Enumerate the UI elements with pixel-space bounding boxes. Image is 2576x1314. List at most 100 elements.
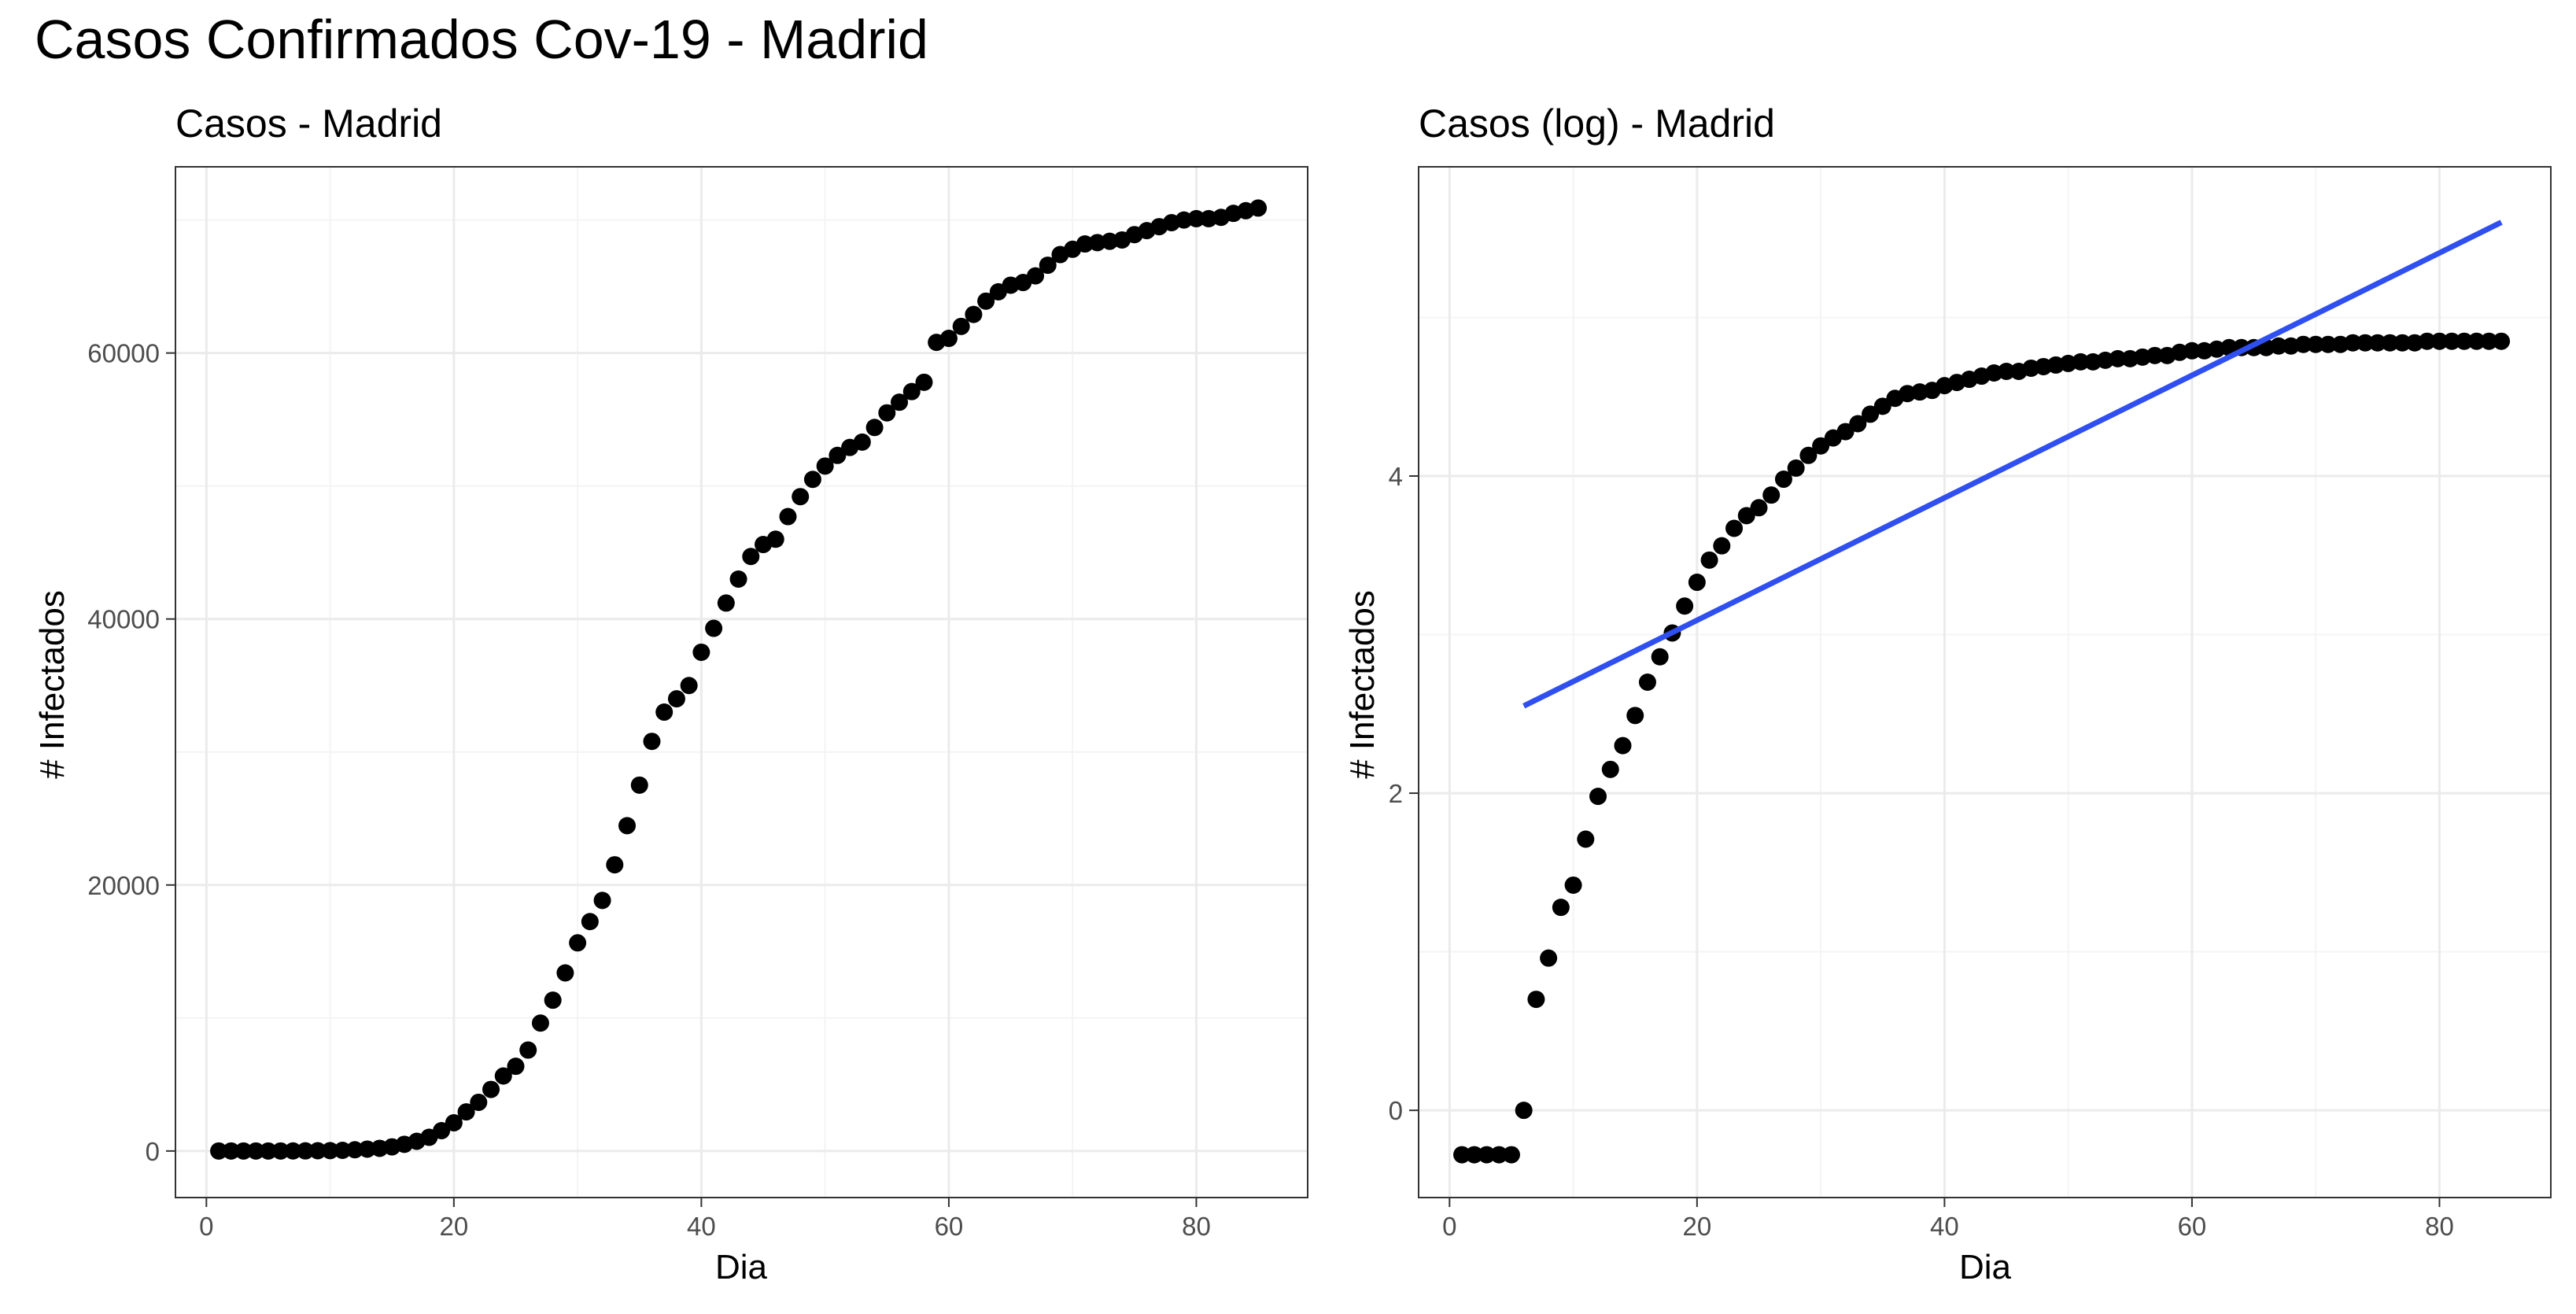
data-point xyxy=(2294,335,2312,353)
data-point xyxy=(2480,332,2498,350)
data-point xyxy=(1614,736,1632,755)
x-tick-label: 80 xyxy=(1182,1212,1211,1241)
data-point xyxy=(618,817,637,835)
data-point xyxy=(1515,1102,1533,1120)
data-point xyxy=(2430,332,2449,350)
data-point xyxy=(2356,334,2375,352)
data-point xyxy=(1676,597,1694,615)
data-point xyxy=(915,373,933,391)
data-point xyxy=(803,471,821,489)
data-point xyxy=(1601,760,1619,778)
data-point xyxy=(1998,362,2016,380)
data-point xyxy=(692,643,710,661)
data-point xyxy=(1688,574,1706,592)
data-point xyxy=(1750,499,1768,517)
data-point xyxy=(2270,337,2288,355)
y-tick-label: 40000 xyxy=(87,605,160,634)
fit-line xyxy=(1522,220,2503,709)
data-point xyxy=(2307,335,2325,353)
panel-border xyxy=(1418,166,2552,1198)
y-tick-label: 0 xyxy=(146,1137,160,1166)
x-tick-label: 60 xyxy=(935,1212,964,1241)
data-point xyxy=(1849,415,1867,433)
data-point xyxy=(581,913,599,931)
data-point xyxy=(965,305,983,323)
data-point xyxy=(977,292,995,310)
data-point xyxy=(606,856,624,874)
x-tick-label: 60 xyxy=(2178,1212,2207,1241)
data-point xyxy=(544,991,562,1009)
data-point xyxy=(482,1080,500,1098)
panel-linear: Casos - Madrid Dia # Infectados 0 20 40 60 8… xyxy=(33,102,1308,1286)
y-tick-label: 0 xyxy=(1389,1096,1403,1125)
x-tick-label: 0 xyxy=(1442,1212,1456,1241)
data-point xyxy=(2381,334,2399,352)
y-tick-label: 4 xyxy=(1389,462,1403,491)
data-point xyxy=(2109,349,2127,367)
data-point xyxy=(655,703,674,722)
data-point xyxy=(1799,446,1818,464)
data-point xyxy=(210,1142,228,1160)
data-point xyxy=(1737,507,1755,525)
panel-title-linear: Casos - Madrid xyxy=(175,102,442,146)
data-point xyxy=(308,1142,327,1160)
data-point xyxy=(321,1142,339,1160)
data-point xyxy=(457,1103,475,1121)
data-point xyxy=(519,1041,537,1059)
data-point xyxy=(1465,1146,1483,1164)
data-point xyxy=(234,1142,253,1160)
figure-title: Casos Confirmados Cov-19 - Madrid xyxy=(35,9,928,70)
data-point xyxy=(346,1141,364,1159)
data-point xyxy=(1187,209,1205,227)
data-point xyxy=(1700,551,1718,569)
data-point xyxy=(2393,334,2412,352)
data-point xyxy=(902,382,921,400)
data-point xyxy=(1836,423,1854,441)
data-point xyxy=(829,446,847,464)
data-point xyxy=(952,317,970,335)
data-point xyxy=(729,570,747,588)
data-point xyxy=(259,1142,277,1160)
data-point xyxy=(779,508,797,526)
data-point xyxy=(1540,949,1558,967)
data-point xyxy=(334,1141,352,1159)
data-point xyxy=(297,1142,315,1160)
data-point xyxy=(2072,352,2090,371)
data-point xyxy=(470,1093,488,1111)
data-point xyxy=(2344,334,2362,352)
data-point xyxy=(1039,257,1057,275)
data-point xyxy=(1774,471,1792,489)
data-point xyxy=(853,433,871,451)
data-point xyxy=(1873,397,1891,415)
data-point xyxy=(2467,332,2486,350)
data-point xyxy=(792,488,810,506)
x-tick-label: 20 xyxy=(1682,1212,1711,1241)
data-point xyxy=(939,330,958,348)
data-point xyxy=(742,548,760,566)
data-point xyxy=(2146,346,2164,364)
y-axis-title-linear: # Infectados xyxy=(33,590,72,779)
data-point xyxy=(878,404,896,422)
data-point xyxy=(531,1014,549,1032)
data-point xyxy=(1589,788,1607,806)
data-point xyxy=(865,419,884,437)
data-point xyxy=(271,1142,290,1160)
panel-border xyxy=(175,166,1308,1198)
x-axis-title-log: Dia xyxy=(1959,1248,2012,1286)
data-point xyxy=(1527,991,1545,1009)
panel-title-log: Casos (log) - Madrid xyxy=(1419,102,1775,146)
data-point xyxy=(507,1057,525,1076)
data-point xyxy=(1812,437,1830,455)
data-point xyxy=(717,594,735,612)
data-point xyxy=(2493,332,2511,350)
y-tick-label: 2 xyxy=(1389,779,1403,808)
data-point xyxy=(1651,648,1669,666)
data-point xyxy=(2455,332,2473,350)
data-point xyxy=(1713,537,1731,555)
y-tick-label: 60000 xyxy=(87,339,160,368)
data-point xyxy=(891,393,909,412)
data-point xyxy=(1453,1146,1471,1164)
data-point xyxy=(680,677,698,695)
data-point xyxy=(358,1140,376,1158)
